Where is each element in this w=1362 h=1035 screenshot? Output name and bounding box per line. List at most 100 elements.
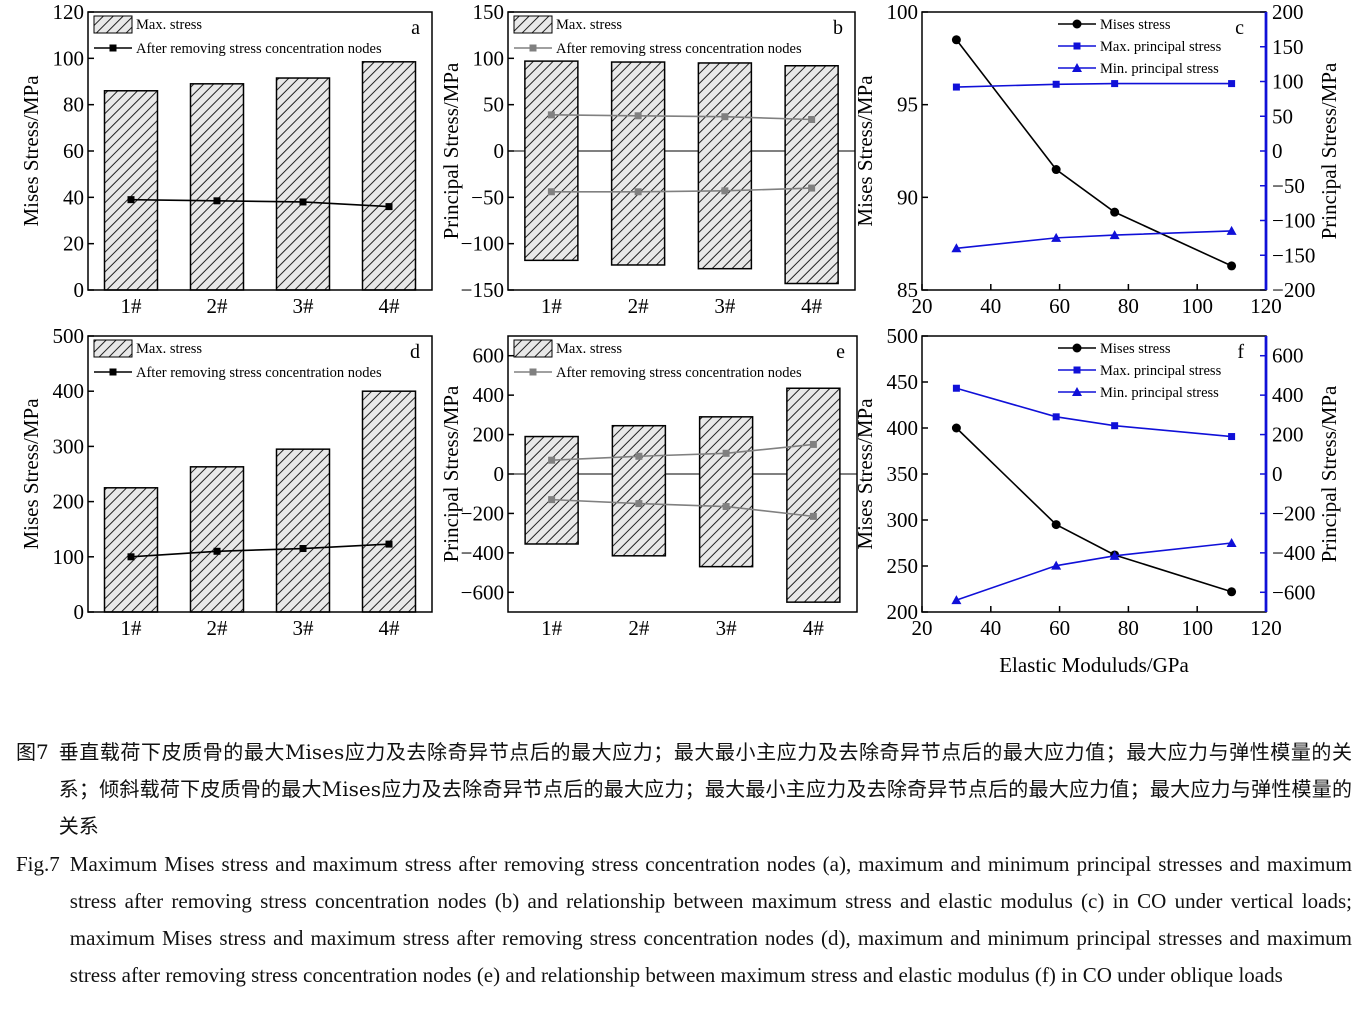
data-point [1051,520,1061,530]
data-point [1110,207,1120,217]
x-tick-label: 60 [1049,294,1070,318]
legend-label: Min. principal stress [1100,385,1219,401]
data-point [385,203,393,211]
legend-marker [109,368,117,376]
data-point [1051,560,1062,570]
data-point [808,115,816,123]
data-point [213,547,221,555]
y-tick-label: 200 [473,423,505,447]
y-tick-label: 450 [887,370,919,394]
series-line [551,187,812,193]
data-point [722,503,730,511]
y-tick-label: 0 [494,139,505,163]
figure-panels: 0 20 40 60 80 100 120 1# 2# 3# 4# Mises Stress/MPa a… [19,0,1341,677]
data-point [1227,261,1237,271]
y2-tick-label: 100 [1272,70,1304,94]
y2-tick-label: −200 [1272,278,1315,302]
data-point [808,184,816,192]
y-tick-label: 300 [53,434,85,458]
x-tick-label: 100 [1181,294,1213,318]
y2-tick-label: −50 [1272,174,1305,198]
series-line [956,230,1232,250]
y-tick-label: 200 [887,600,919,624]
caption-en-text: Maximum Mises stress and maximum stress … [69,852,1352,987]
x-tick-label: 120 [1250,616,1282,640]
y2-axis-label: Principal Stress/MPa [1317,385,1341,562]
y2-tick-label: 400 [1272,383,1304,407]
caption-english: Fig.7 Maximum Mises stress and maximum s… [16,846,1352,994]
legend: Max. stress After removing stress concent… [93,15,382,57]
y-tick-label: −400 [461,541,504,565]
legend-swatch [93,15,133,34]
series-line [130,198,390,208]
panel-label: d [410,341,420,363]
y-tick-label: 400 [473,383,505,407]
data-point [722,449,730,457]
y2-tick-label: 150 [1272,35,1304,59]
bar [524,435,579,545]
bar [697,62,753,270]
y-tick-label: −100 [461,232,504,256]
legend-swatch [513,15,553,34]
y2-tick-label: 50 [1272,104,1293,128]
y2-tick-label: −200 [1272,501,1315,525]
x-tick-label: 120 [1250,294,1282,318]
data-point [635,452,643,460]
y-axis-label: Mises Stress/MPa [19,75,43,227]
series-line [956,542,1232,601]
bar [786,387,841,603]
series-line [551,443,814,461]
legend-marker [1072,343,1082,353]
legend-label: Max. stress [136,341,202,357]
x-tick-label: 2# [628,616,650,640]
legend-marker [1072,387,1082,396]
x-tick-label: 3# [293,294,315,318]
x-tick-label: 4# [379,616,401,640]
data-point [1228,80,1236,88]
data-point [299,198,307,206]
data-point [385,540,393,548]
y-tick-label: 150 [473,0,505,24]
y-tick-label: 400 [53,379,85,403]
data-point [1109,230,1120,240]
bar [361,61,417,291]
x-tick-label: 4# [379,294,401,318]
y-tick-label: 60 [63,139,84,163]
chart-panel-b: −150 −100 −50 0 50 100 150 1# 2# 3# 4# Principal St… [439,0,856,318]
data-point [1109,550,1120,560]
data-point [1227,587,1237,597]
x-tick-label: 1# [541,616,563,640]
y-tick-label: 300 [887,508,919,532]
legend: Mises stress Max. principal stress Min. pr… [1058,341,1222,401]
y-tick-label: 80 [63,93,84,117]
legend-label: Max. principal stress [1100,363,1222,379]
chart-panel-d: 0 100 200 300 400 500 1# 2# 3# 4# Mises Stress/MPa… [19,324,433,640]
x-tick-label: 4# [803,616,825,640]
series-line [955,427,1232,593]
legend-label: Min. principal stress [1100,61,1219,77]
series-line [956,387,1232,438]
x-tick-label: 3# [716,616,738,640]
y-tick-label: 250 [887,554,919,578]
y-tick-label: 20 [63,232,84,256]
chart-panel-c: 85 90 95 100 20 40 60 80 100 120 Mises Stress/MPa −… [853,0,1341,318]
data-point [547,111,555,119]
data-point [1051,232,1062,242]
y-axis-label: Principal Stress/MPa [439,62,463,239]
legend-label: Mises stress [1100,17,1171,33]
data-point [1052,80,1060,88]
y2-tick-label: 600 [1272,344,1304,368]
y-tick-label: 600 [473,344,505,368]
caption-chinese: 图7 垂直载荷下皮质骨的最大Mises应力及去除奇异节点后的最大应力；最大最小主… [16,734,1352,845]
y2-tick-label: 200 [1272,423,1304,447]
y2-tick-label: 0 [1272,462,1283,486]
y-tick-label: −50 [471,185,504,209]
bar [103,487,159,613]
bar [610,61,666,266]
y-tick-label: 0 [494,462,505,486]
panel-label: a [411,17,420,39]
x-tick-label: 1# [121,294,143,318]
caption-cn-text: 垂直载荷下皮质骨的最大Mises应力及去除奇异节点后的最大应力；最大最小主应力及… [58,740,1352,838]
legend-label: Max. stress [556,17,622,33]
bar [275,77,331,291]
